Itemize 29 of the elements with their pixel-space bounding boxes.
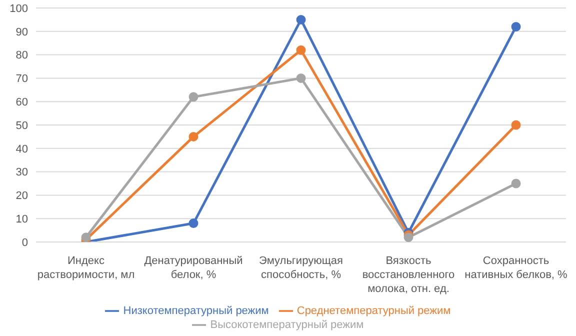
legend-label: Низкотемпературный режим xyxy=(123,304,269,317)
y-tick-label: 90 xyxy=(16,26,28,38)
point xyxy=(188,218,198,228)
point xyxy=(511,178,521,188)
point xyxy=(296,45,306,55)
x-tick-label: Эмульгирующая способность, % xyxy=(259,255,343,281)
y-tick-label: 50 xyxy=(16,120,28,132)
legend-label: Среднетемпературный режим xyxy=(296,304,451,317)
y-tick-label: 10 xyxy=(16,214,28,226)
y-tick-label: 30 xyxy=(16,166,28,179)
point xyxy=(511,22,521,32)
y-tick-label: 60 xyxy=(16,96,28,109)
legend-label: Высокотемпературный режим xyxy=(210,318,364,331)
point xyxy=(296,73,306,83)
x-tick-label: Сохранность нативных белков, % xyxy=(464,255,568,281)
point xyxy=(511,120,521,130)
y-tick-label: 80 xyxy=(16,50,28,62)
y-tick-label: 70 xyxy=(16,73,28,86)
y-tick-label: 100 xyxy=(10,2,28,15)
point xyxy=(404,232,414,242)
y-tick-label: 20 xyxy=(16,190,28,202)
point xyxy=(188,132,198,142)
point xyxy=(296,14,306,24)
y-tick-label: 0 xyxy=(22,236,28,249)
y-tick-label: 40 xyxy=(16,143,28,156)
x-tick-label: Индекс растворимости, мл xyxy=(37,255,135,281)
x-tick-label: Вязкость восстановленного молока, отн. ед. xyxy=(362,255,455,295)
point xyxy=(188,92,198,102)
x-tick-label: Денатурированный белок, % xyxy=(144,255,243,281)
